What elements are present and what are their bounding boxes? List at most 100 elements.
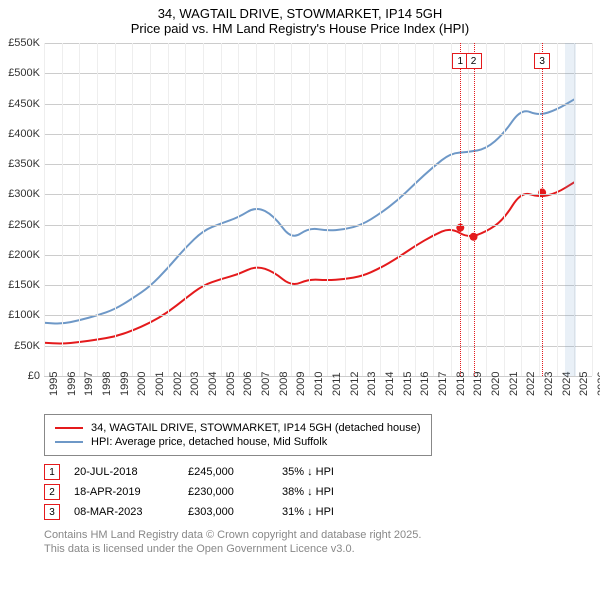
x-axis-label: 1997 xyxy=(83,372,95,396)
legend-row: 34, WAGTAIL DRIVE, STOWMARKET, IP14 5GH … xyxy=(55,421,421,435)
gridline-h xyxy=(44,73,592,74)
y-axis-label: £400K xyxy=(8,128,40,140)
y-axis-label: £150K xyxy=(8,279,40,291)
forecast-shade xyxy=(565,43,576,376)
sale-row-index: 2 xyxy=(44,484,60,500)
gridline-v xyxy=(327,43,328,376)
sale-marker-line xyxy=(460,43,461,376)
sale-row: 308-MAR-2023£303,00031% ↓ HPI xyxy=(44,502,592,522)
x-axis-label: 2005 xyxy=(225,372,237,396)
x-axis-label: 2001 xyxy=(154,372,166,396)
x-axis-label: 2021 xyxy=(508,372,520,396)
y-axis-label: £0 xyxy=(28,370,40,382)
x-axis-label: 2002 xyxy=(172,372,184,396)
legend: 34, WAGTAIL DRIVE, STOWMARKET, IP14 5GH … xyxy=(44,414,432,456)
gridline-v xyxy=(592,43,593,376)
gridline-v xyxy=(238,43,239,376)
x-axis-label: 2000 xyxy=(136,372,148,396)
gridline-v xyxy=(274,43,275,376)
x-axis-label: 1999 xyxy=(119,372,131,396)
x-axis-label: 2023 xyxy=(543,372,555,396)
x-axis-label: 2006 xyxy=(242,372,254,396)
gridline-v xyxy=(557,43,558,376)
chart-titles: 34, WAGTAIL DRIVE, STOWMARKET, IP14 5GH … xyxy=(0,0,600,38)
gridline-v xyxy=(521,43,522,376)
x-axis-label: 1995 xyxy=(48,372,60,396)
gridline-v xyxy=(115,43,116,376)
gridline-v xyxy=(168,43,169,376)
gridline-v xyxy=(398,43,399,376)
gridline-v xyxy=(345,43,346,376)
title-subtitle: Price paid vs. HM Land Registry's House … xyxy=(0,21,600,36)
sale-row-index: 1 xyxy=(44,464,60,480)
gridline-h xyxy=(44,43,592,44)
gridline-v xyxy=(203,43,204,376)
x-axis-label: 2007 xyxy=(260,372,272,396)
y-axis-label: £450K xyxy=(8,98,40,110)
sale-marker-line xyxy=(542,43,543,376)
sale-row: 218-APR-2019£230,00038% ↓ HPI xyxy=(44,482,592,502)
x-axis-label: 2008 xyxy=(278,372,290,396)
x-axis-label: 2026 xyxy=(596,372,600,396)
y-axis-label: £50K xyxy=(14,340,40,352)
gridline-v xyxy=(150,43,151,376)
x-axis-label: 2016 xyxy=(419,372,431,396)
gridline-v xyxy=(291,43,292,376)
plot-area: £0£50K£100K£150K£200K£250K£300K£350K£400… xyxy=(0,38,600,408)
attribution: Contains HM Land Registry data © Crown c… xyxy=(44,528,592,557)
chart-container: 34, WAGTAIL DRIVE, STOWMARKET, IP14 5GH … xyxy=(0,0,600,557)
sale-date: 18-APR-2019 xyxy=(74,486,174,498)
sale-diff-hpi: 38% ↓ HPI xyxy=(282,486,362,498)
gridline-v xyxy=(451,43,452,376)
gridline-v xyxy=(504,43,505,376)
y-axis-label: £200K xyxy=(8,249,40,261)
gridline-v xyxy=(486,43,487,376)
sale-price: £245,000 xyxy=(188,466,268,478)
sale-date: 08-MAR-2023 xyxy=(74,506,174,518)
sale-diff-hpi: 35% ↓ HPI xyxy=(282,466,362,478)
gridline-v xyxy=(62,43,63,376)
y-axis-label: £250K xyxy=(8,219,40,231)
x-axis-label: 2010 xyxy=(313,372,325,396)
gridline-v xyxy=(539,43,540,376)
legend-label: 34, WAGTAIL DRIVE, STOWMARKET, IP14 5GH … xyxy=(91,422,421,434)
sale-diff-hpi: 31% ↓ HPI xyxy=(282,506,362,518)
x-axis-label: 2003 xyxy=(189,372,201,396)
gridline-v xyxy=(256,43,257,376)
chart-lines xyxy=(44,43,592,376)
attribution-line1: Contains HM Land Registry data © Crown c… xyxy=(44,528,592,542)
x-axis-label: 2014 xyxy=(384,372,396,396)
gridline-v xyxy=(132,43,133,376)
sale-marker-box: 2 xyxy=(466,53,482,69)
sale-marker-line xyxy=(474,43,475,376)
gridline-v xyxy=(362,43,363,376)
gridline-v xyxy=(380,43,381,376)
legend-row: HPI: Average price, detached house, Mid … xyxy=(55,435,421,449)
gridline-v xyxy=(79,43,80,376)
x-axis-label: 2009 xyxy=(295,372,307,396)
gridline-v xyxy=(433,43,434,376)
gridline-h xyxy=(44,104,592,105)
x-axis-label: 1996 xyxy=(66,372,78,396)
x-axis-label: 2017 xyxy=(437,372,449,396)
sale-price: £303,000 xyxy=(188,506,268,518)
x-axis-label: 2022 xyxy=(525,372,537,396)
gridline-h xyxy=(44,225,592,226)
gridline-h xyxy=(44,285,592,286)
sale-date: 20-JUL-2018 xyxy=(74,466,174,478)
gridline-v xyxy=(415,43,416,376)
x-axis-label: 2015 xyxy=(402,372,414,396)
attribution-line2: This data is licensed under the Open Gov… xyxy=(44,542,592,556)
sales-table: 1 20-JUL-2018 £245,000 35% ↓ HPI 2 18-APR-201… xyxy=(44,462,592,522)
legend-swatch xyxy=(55,441,83,443)
y-axis-label: £500K xyxy=(8,67,40,79)
x-axis-label: 2013 xyxy=(366,372,378,396)
legend-swatch xyxy=(55,427,83,429)
gridline-v xyxy=(185,43,186,376)
gridline-v xyxy=(44,43,45,376)
x-axis-label: 2004 xyxy=(207,372,219,396)
x-axis-label: 2012 xyxy=(349,372,361,396)
x-axis-label: 2020 xyxy=(490,372,502,396)
x-axis-label: 2011 xyxy=(331,372,343,396)
gridline-h xyxy=(44,315,592,316)
